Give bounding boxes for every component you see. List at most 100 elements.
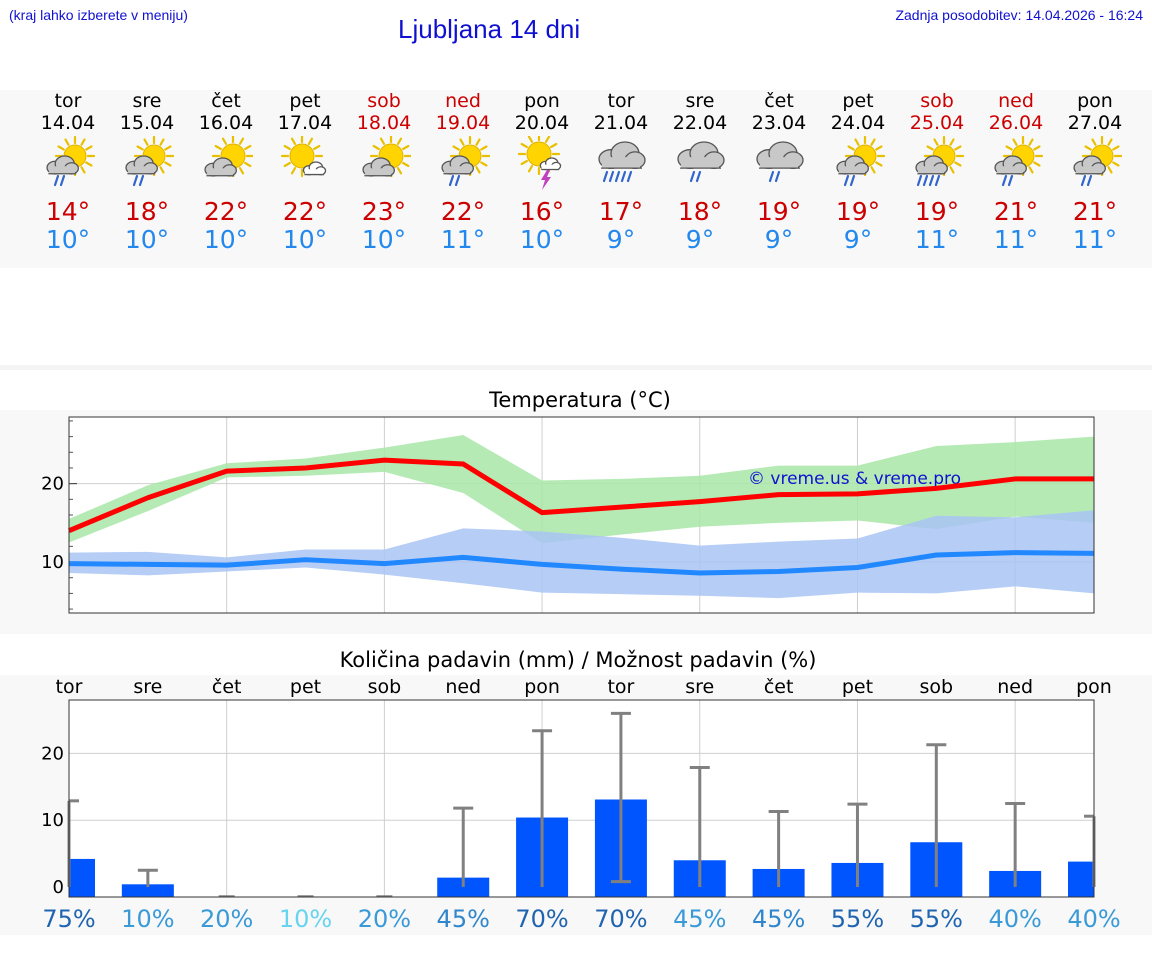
min-temperature: 9° — [606, 225, 636, 254]
day-date: 24.04 — [830, 112, 886, 134]
day-date: 17.04 — [277, 112, 333, 134]
max-temperature: 22° — [440, 197, 486, 226]
day-date: 20.04 — [514, 112, 570, 134]
cloud-light-rain-icon — [756, 141, 804, 183]
day-date: 15.04 — [119, 112, 175, 134]
plot-frame — [68, 699, 1095, 898]
precipitation-bar — [69, 858, 95, 897]
day-date: 26.04 — [988, 112, 1044, 134]
min-range-band — [69, 510, 1094, 599]
sun-cloud-icon — [204, 136, 253, 178]
temperature-chart: 10 20 © vreme.us & vreme.pro — [41, 416, 1095, 614]
x-category-label: sre — [685, 676, 714, 698]
x-category-label: ned — [997, 676, 1033, 698]
x-category-label: pon — [524, 676, 560, 698]
precipitation-probability: 10% — [121, 905, 174, 933]
x-category-label: pet — [842, 676, 873, 698]
x-category-label: pon — [1076, 676, 1112, 698]
min-temperature: 10° — [45, 225, 91, 254]
min-temperature: 9° — [764, 225, 794, 254]
day-name: tor — [607, 90, 635, 112]
precipitation-bar — [121, 884, 174, 897]
day-date: 23.04 — [751, 112, 807, 134]
x-category-label: tor — [607, 676, 634, 698]
precipitation-bar — [437, 877, 490, 897]
cloud-heavy-rain-icon — [598, 141, 646, 183]
day-name: čet — [764, 90, 794, 112]
day-date: 14.04 — [40, 112, 96, 134]
y-tick-label: 10 — [41, 810, 64, 831]
sun-cloud-light-rain-icon — [46, 136, 95, 187]
sun-cloud-light-rain-icon — [994, 136, 1043, 187]
min-temperature: 11° — [1072, 225, 1118, 254]
day-name: tor — [54, 90, 82, 112]
max-temperature-line — [68, 457, 1094, 533]
min-temperature: 11° — [440, 225, 486, 254]
y-tick-label: 0 — [53, 877, 64, 898]
precipitation-chart: 0 10 20 tor 75% sre 10% čet 20% pet 10% sob 20% ned 45… — [41, 676, 1121, 933]
daily-forecast-strip: tor 14.04 14° 10° sre 15.04 18° 10° čet 16.04 22° 1… — [0, 90, 1152, 268]
sun-cloud-light-rain-icon — [441, 136, 490, 187]
sun-cloud-heavy-rain-icon — [915, 136, 964, 187]
max-temperature: 21° — [1072, 197, 1118, 226]
location-menu-hint: (kraj lahko izberete v meniju) — [9, 7, 188, 23]
precipitation-panel: Količina padavin (mm) / Možnost padavin … — [0, 648, 1152, 935]
min-temperature: 10° — [124, 225, 170, 254]
max-temperature: 18° — [677, 197, 723, 226]
max-temperature: 16° — [519, 197, 565, 226]
x-category-label: pet — [290, 676, 321, 698]
day-date: 18.04 — [356, 112, 412, 134]
precipitation-probability: 70% — [515, 905, 568, 933]
cloud-light-rain-icon — [677, 141, 725, 183]
day-name: sre — [685, 90, 715, 112]
day-date: 16.04 — [198, 112, 254, 134]
max-temperature: 22° — [203, 197, 249, 226]
day-name: ned — [445, 90, 481, 112]
day-date: 21.04 — [593, 112, 649, 134]
max-range-band — [69, 435, 1094, 544]
max-temperature: 19° — [835, 197, 881, 226]
precipitation-probability: 45% — [437, 905, 490, 933]
day-name: pet — [289, 90, 321, 112]
day-name: pon — [524, 90, 560, 112]
max-temperature: 17° — [598, 197, 644, 226]
x-category-label: sre — [133, 676, 162, 698]
x-category-label: tor — [56, 676, 83, 698]
min-temperature: 10° — [203, 225, 249, 254]
max-temperature: 23° — [361, 197, 407, 226]
max-temperature: 19° — [756, 197, 802, 226]
precipitation-probability: 55% — [831, 905, 884, 933]
day-name: sob — [920, 90, 954, 112]
page-title: Ljubljana 14 dni — [398, 14, 581, 44]
min-temperature-line — [68, 550, 1095, 576]
precipitation-bar — [1068, 861, 1094, 897]
min-temperature: 11° — [914, 225, 960, 254]
sun-cloud-icon — [362, 136, 411, 178]
y-tick-label: 20 — [41, 743, 64, 764]
day-date: 19.04 — [435, 112, 491, 134]
min-temperature: 9° — [843, 225, 873, 254]
precipitation-probability: 10% — [279, 905, 332, 933]
day-date: 22.04 — [672, 112, 728, 134]
precipitation-probability: 20% — [358, 905, 411, 933]
x-category-label: sob — [368, 676, 402, 698]
temperature-panel: Temperatura (°C) 10 20 © vreme.us & vreme.… — [0, 388, 1152, 634]
max-temperature: 19° — [914, 197, 960, 226]
watermark: © vreme.us & vreme.pro — [748, 469, 961, 489]
day-name: pet — [842, 90, 874, 112]
precipitation-probability: 45% — [752, 905, 805, 933]
precipitation-probability: 20% — [200, 905, 253, 933]
precipitation-probability: 75% — [42, 905, 95, 933]
sun-thunder-icon — [517, 136, 562, 190]
last-updated: Zadnja posodobitev: 14.04.2026 - 16:24 — [895, 7, 1143, 23]
sun-cloud-light-rain-icon — [836, 136, 885, 187]
x-category-label: čet — [764, 676, 794, 698]
x-category-label: ned — [445, 676, 481, 698]
y-tick-label: 20 — [41, 474, 64, 495]
sun-cloud-light-rain-icon — [125, 136, 174, 187]
min-temperature: 11° — [993, 225, 1039, 254]
y-tick-label: 10 — [41, 552, 64, 573]
sun-cloud-light-rain-icon — [1073, 136, 1122, 187]
max-temperature: 21° — [993, 197, 1039, 226]
precipitation-probability: 40% — [988, 905, 1041, 933]
